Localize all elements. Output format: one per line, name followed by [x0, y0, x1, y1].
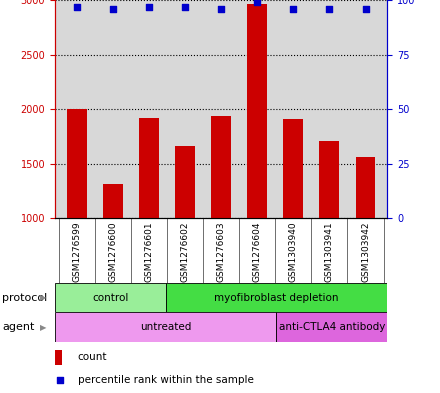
- Bar: [166, 283, 387, 312]
- Text: anti-CTLA4 antibody: anti-CTLA4 antibody: [279, 322, 385, 332]
- Text: GSM1303942: GSM1303942: [361, 221, 370, 282]
- Point: [254, 0, 261, 6]
- Point: [181, 4, 188, 10]
- Bar: [319, 141, 339, 218]
- Point: [218, 6, 225, 12]
- Text: GSM1276601: GSM1276601: [144, 221, 154, 282]
- Point: [57, 377, 64, 384]
- Point: [109, 6, 116, 12]
- Text: ▶: ▶: [40, 323, 46, 332]
- Bar: [356, 157, 375, 218]
- Point: [362, 6, 369, 12]
- Point: [326, 6, 333, 12]
- Text: untreated: untreated: [140, 322, 191, 332]
- Bar: [283, 119, 303, 218]
- Bar: [55, 350, 62, 365]
- Bar: [139, 118, 159, 218]
- Text: protocol: protocol: [2, 293, 48, 303]
- Bar: [276, 312, 387, 342]
- Point: [290, 6, 297, 12]
- Bar: [55, 312, 276, 342]
- Text: control: control: [92, 293, 128, 303]
- Bar: [67, 109, 87, 218]
- Text: ▶: ▶: [40, 293, 46, 302]
- Text: GSM1303941: GSM1303941: [325, 221, 334, 282]
- Text: GSM1303940: GSM1303940: [289, 221, 298, 282]
- Bar: [247, 4, 267, 218]
- Bar: [175, 146, 195, 218]
- Bar: [211, 116, 231, 218]
- Text: GSM1276600: GSM1276600: [108, 221, 117, 282]
- Text: GSM1276602: GSM1276602: [180, 221, 190, 282]
- Point: [145, 4, 152, 10]
- Text: GSM1276604: GSM1276604: [253, 221, 262, 282]
- Text: percentile rank within the sample: percentile rank within the sample: [78, 375, 254, 385]
- Bar: [55, 283, 166, 312]
- Point: [73, 4, 80, 10]
- Text: GSM1276603: GSM1276603: [216, 221, 226, 282]
- Text: GSM1276599: GSM1276599: [72, 221, 81, 282]
- Bar: [103, 184, 123, 218]
- Text: count: count: [78, 352, 107, 362]
- Text: myofibroblast depletion: myofibroblast depletion: [214, 293, 339, 303]
- Text: agent: agent: [2, 322, 35, 332]
